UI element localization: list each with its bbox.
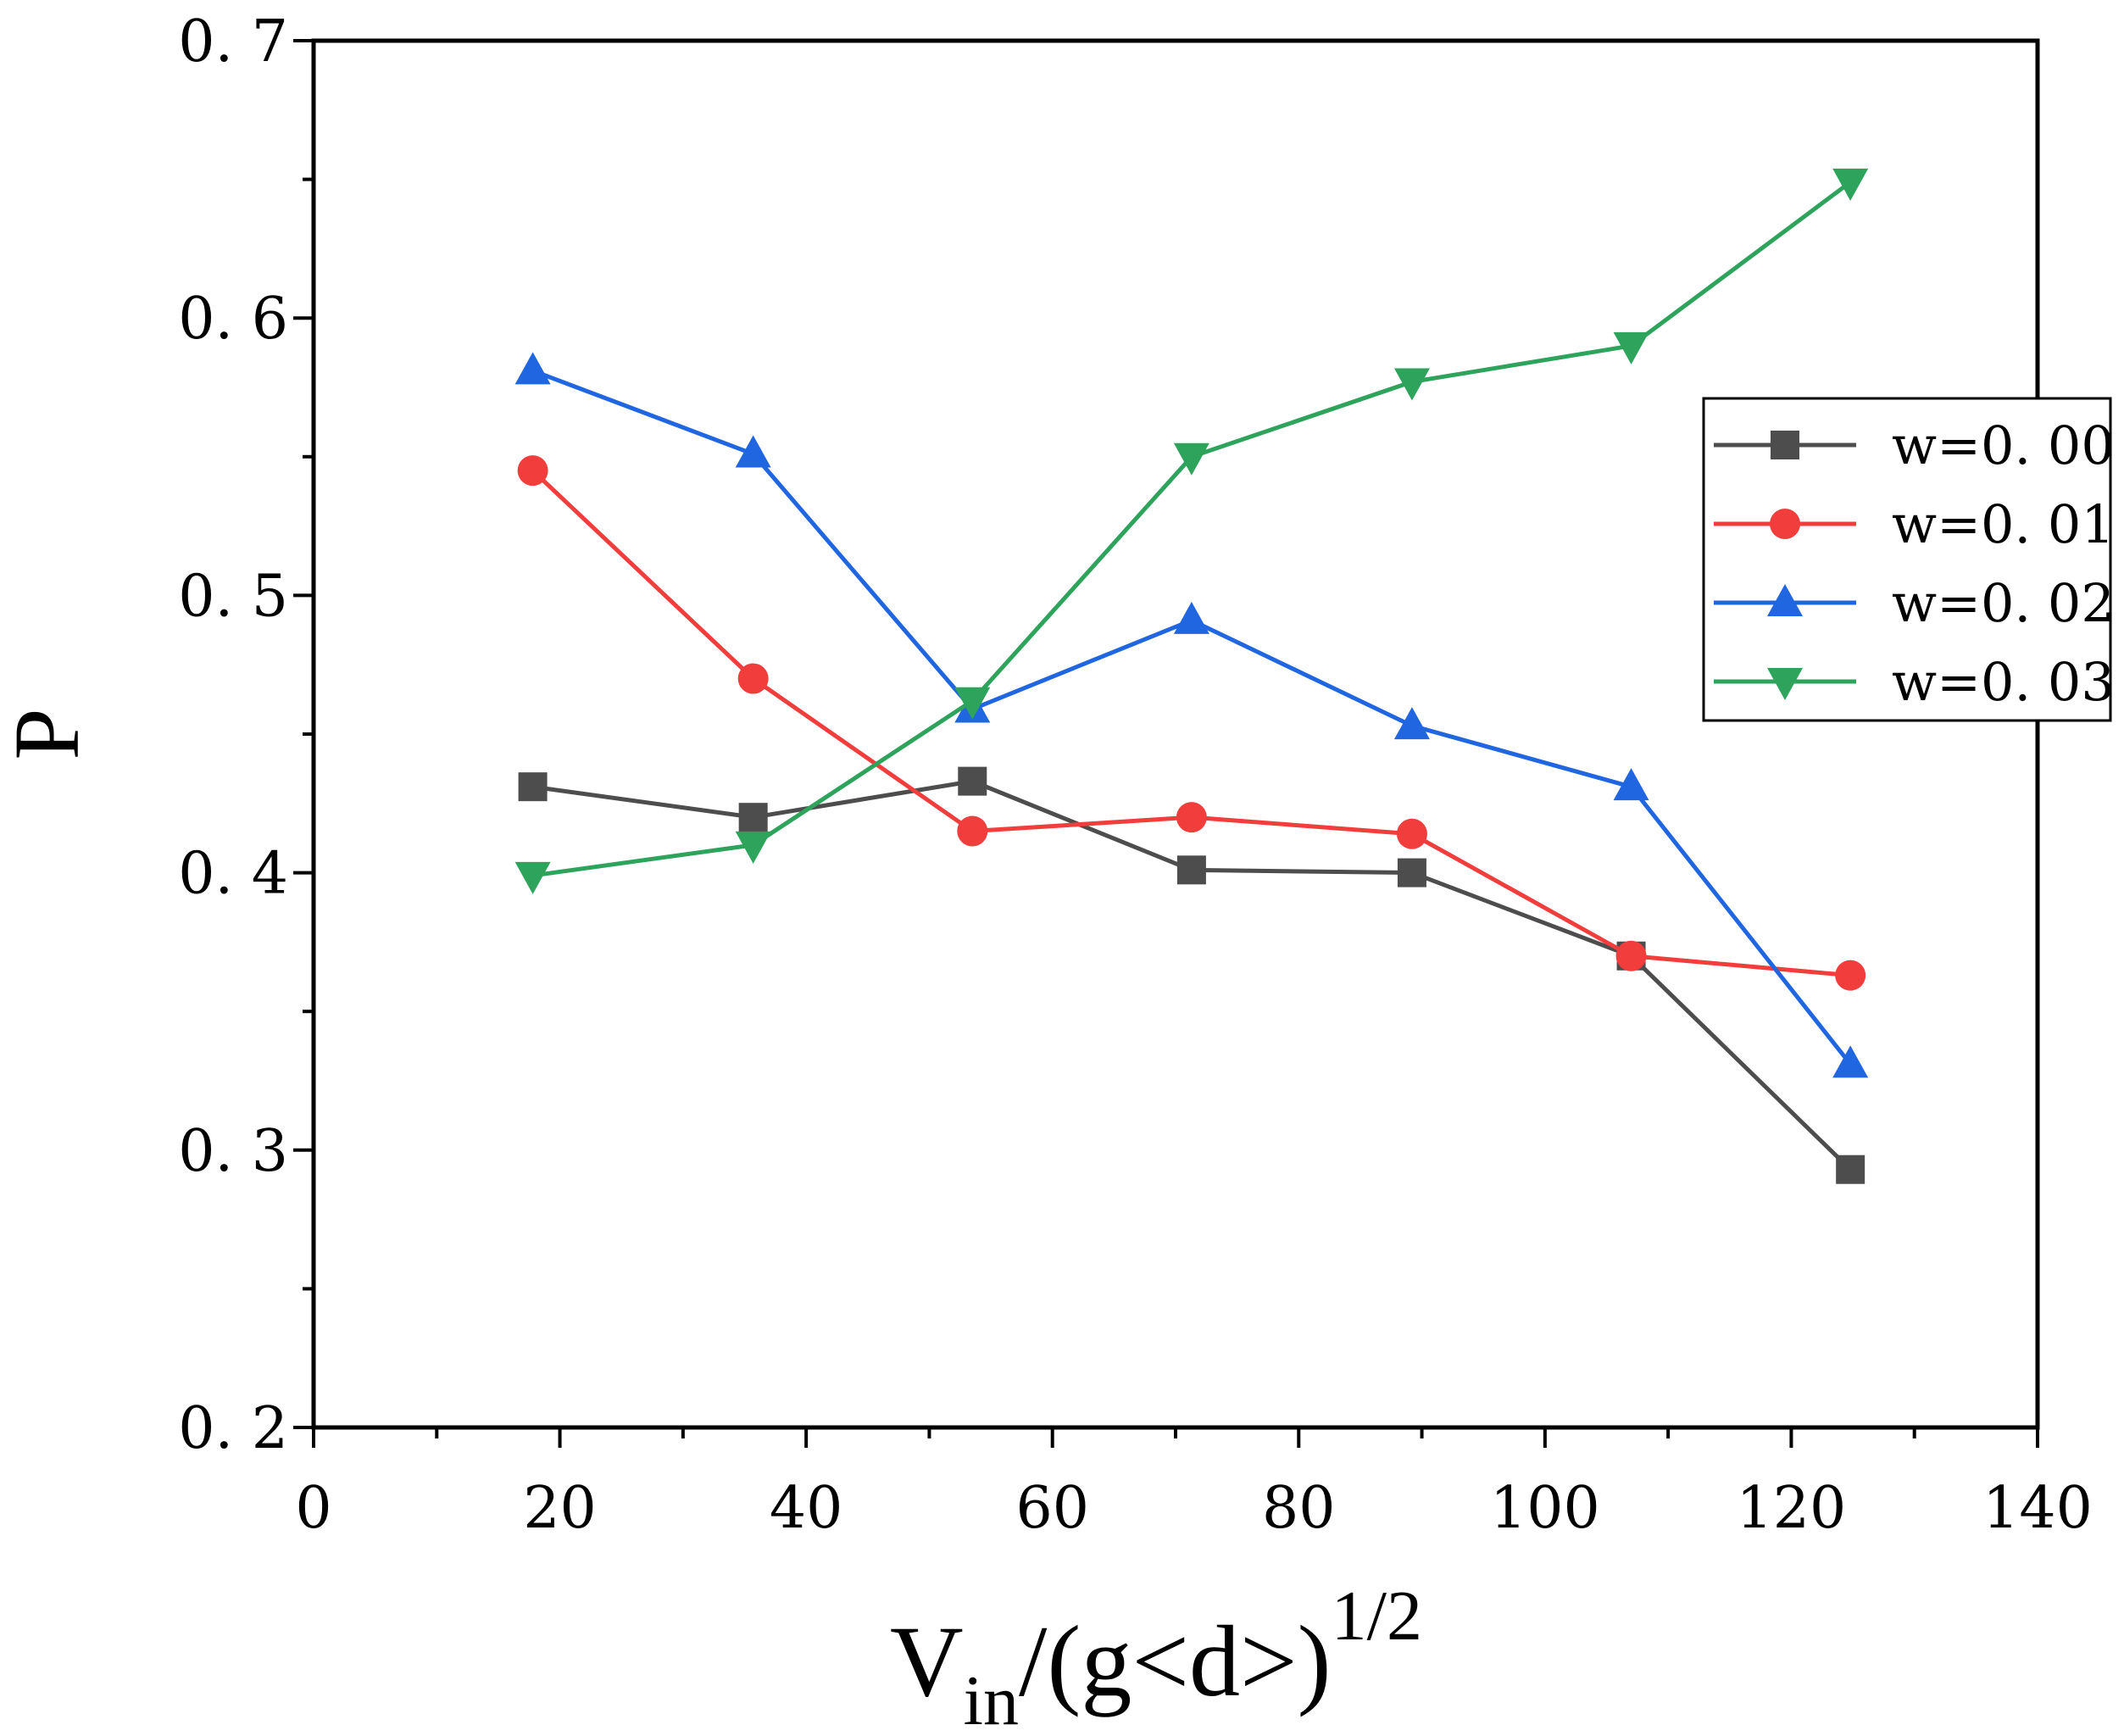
data-point <box>735 435 771 468</box>
legend-label: w=0. 02 <box>1892 572 2115 634</box>
series-line <box>532 180 1852 878</box>
series-3 <box>514 168 1869 894</box>
x-tick-label: 0 <box>295 1475 331 1542</box>
data-point <box>1393 707 1430 740</box>
data-point <box>737 663 769 694</box>
x-axis-title-sup: 1/2 <box>1332 1577 1422 1655</box>
x-axis-title-sub: in <box>964 1661 1019 1736</box>
x-tick-label: 100 <box>1490 1475 1600 1542</box>
data-point <box>735 831 771 864</box>
legend-label: w=0. 03 <box>1892 651 2115 713</box>
data-point <box>738 803 768 832</box>
data-point <box>1397 858 1426 887</box>
x-axis-title-rest: /(g<d>) <box>1019 1605 1332 1717</box>
legend-label: w=0. 01 <box>1892 493 2115 555</box>
y-tick-label: 0. 5 <box>178 563 288 630</box>
legend-item: w=0. 01 <box>1714 493 2115 555</box>
data-point <box>1832 168 1869 201</box>
series-1 <box>517 455 1866 991</box>
x-axis-title-main: V <box>890 1605 964 1717</box>
legend-item: w=0. 00 <box>1714 415 2115 476</box>
x-tick-label: 120 <box>1737 1475 1847 1542</box>
legend: w=0. 00 w=0. 01 w=0. 02 w=0. 03 <box>1702 397 2115 722</box>
y-tick-label: 0. 4 <box>178 841 288 908</box>
legend-item: w=0. 03 <box>1714 651 2115 713</box>
legend-marker <box>1770 509 1800 539</box>
data-point <box>1835 960 1866 991</box>
legend-marker <box>1767 668 1803 700</box>
x-tick-label: 40 <box>770 1475 843 1542</box>
data-point <box>1173 601 1209 634</box>
series-2 <box>514 352 1869 1078</box>
y-tick-label: 0. 6 <box>178 286 288 353</box>
plot-frame <box>311 38 2040 1430</box>
data-point <box>517 455 548 487</box>
series-line <box>531 469 1851 978</box>
y-tick-label: 0. 7 <box>178 8 288 75</box>
data-point <box>1176 855 1206 885</box>
data-point <box>1393 368 1430 401</box>
x-axis-title: Vin/(g<d>)1/2 <box>890 1577 1422 1736</box>
x-tick-label: 140 <box>1982 1475 2093 1542</box>
data-point <box>1836 1155 1865 1184</box>
legend-label: w=0. 00 <box>1892 415 2115 476</box>
data-point <box>1832 1045 1869 1078</box>
y-tick-label: 0. 2 <box>178 1395 288 1462</box>
axis-ticks <box>293 39 2039 1448</box>
data-point <box>518 772 548 802</box>
data-point <box>1615 940 1647 971</box>
legend-item: w=0. 02 <box>1714 572 2115 634</box>
legend-marker <box>1771 431 1799 459</box>
data-point <box>1176 802 1207 833</box>
data-point <box>954 687 991 720</box>
y-tick-label: 0. 3 <box>178 1118 288 1185</box>
data-point <box>1396 818 1427 849</box>
y-axis-title: P <box>0 708 98 760</box>
data-point <box>1613 768 1649 801</box>
data-point <box>514 352 551 385</box>
data-point <box>958 766 987 796</box>
x-tick-label: 20 <box>523 1475 597 1542</box>
tick-labels: 0 20 40 60 80 100 120 140 0. 2 0. 3 0. 4 0. 5 0. 6 0.… <box>178 8 2093 1542</box>
series-line <box>532 779 1852 1171</box>
x-tick-label: 80 <box>1262 1475 1336 1542</box>
data-point <box>1173 442 1209 476</box>
legend-marker <box>1767 584 1803 616</box>
x-tick-label: 60 <box>1015 1475 1089 1542</box>
data-point <box>957 815 988 847</box>
data-point <box>1613 331 1649 364</box>
data-point <box>514 861 551 894</box>
series-group <box>514 168 1869 1184</box>
